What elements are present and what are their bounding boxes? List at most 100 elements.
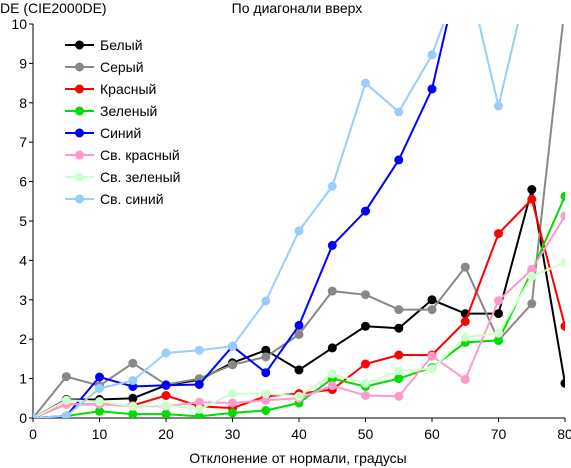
series-2-point	[460, 262, 470, 272]
series-6-point	[494, 296, 503, 306]
series-7-point	[294, 391, 304, 401]
series-5-point	[361, 206, 370, 216]
legend-marker	[75, 128, 84, 138]
y-tick-label: 8	[19, 95, 27, 111]
series-2-point	[61, 372, 71, 382]
series-2-point	[427, 305, 437, 315]
y-tick-label: 5	[19, 213, 27, 229]
series-7-point	[194, 404, 204, 414]
series-3-point	[460, 317, 470, 326]
legend-label: Св. зеленый	[100, 169, 180, 185]
series-5-point	[327, 240, 337, 250]
legend-label: Синий	[100, 125, 141, 141]
legend-item: Св. зеленый	[65, 169, 180, 185]
legend-item: Зеленый	[65, 103, 157, 119]
series-8-point	[327, 181, 337, 191]
series-5-point	[194, 380, 204, 389]
x-tick-label: 30	[225, 426, 241, 442]
series-8-point	[494, 101, 503, 111]
series-1-point	[560, 378, 565, 388]
series-2-point	[294, 330, 304, 339]
series-5-point	[427, 84, 437, 94]
series-8-point	[33, 413, 38, 418]
legend-label: Зеленый	[100, 103, 157, 119]
series-1-line	[33, 188, 565, 418]
series-5-point	[161, 380, 171, 390]
chart-title: По диагонали вверх	[232, 0, 363, 16]
series-7-point	[95, 397, 104, 406]
series-7-point	[128, 401, 138, 411]
x-tick-label: 80	[557, 426, 571, 442]
series-6-point	[394, 391, 404, 401]
series-4-point	[560, 191, 565, 201]
series-4-point	[261, 406, 271, 415]
series-3-point	[527, 194, 537, 204]
series-2-point	[394, 305, 404, 315]
series-3-point	[494, 229, 503, 239]
series-8-point	[394, 107, 404, 117]
series-7-point	[261, 389, 271, 399]
series-4-point	[128, 409, 138, 418]
series-7-point	[527, 271, 537, 281]
series-8-point	[128, 376, 138, 386]
series-4-point	[161, 409, 171, 418]
x-tick-label: 50	[358, 426, 374, 442]
series-7-point	[494, 328, 503, 338]
series-2-point	[228, 360, 237, 370]
y-tick-label: 10	[11, 16, 27, 32]
series-3-point	[361, 359, 370, 369]
y-tick-label: 1	[19, 371, 27, 387]
legend-label: Красный	[100, 81, 156, 97]
y-tick-label: 4	[19, 252, 27, 268]
legend-marker	[75, 150, 84, 160]
series-5-point	[95, 372, 104, 382]
series-8-point	[95, 383, 104, 393]
series-2-point	[261, 352, 271, 362]
legend-marker	[75, 194, 84, 204]
series-4-point	[228, 408, 237, 418]
series-7	[33, 257, 565, 418]
legend-item: Красный	[65, 81, 156, 97]
series-6-point	[327, 381, 337, 391]
series-7-point	[327, 369, 337, 379]
series-7-point	[361, 378, 370, 388]
series-7-point	[394, 366, 404, 376]
series-1-point	[394, 323, 404, 333]
y-tick-label: 7	[19, 134, 27, 150]
series-7-point	[427, 364, 437, 374]
series-7-point	[228, 389, 237, 399]
series-8-point	[61, 411, 71, 418]
x-tick-label: 60	[424, 426, 440, 442]
legend-item: Белый	[65, 37, 143, 53]
series-2-point	[361, 290, 370, 300]
series-8-point	[228, 341, 237, 351]
series-8-point	[294, 226, 304, 236]
series-3-point	[161, 391, 171, 400]
legend-item: Синий	[65, 125, 141, 141]
legend-label: Серый	[100, 59, 144, 75]
legend-marker	[75, 40, 84, 50]
series-8-point	[194, 345, 204, 355]
series-1-point	[294, 365, 304, 375]
series-5-point	[261, 368, 271, 378]
legend-marker	[75, 62, 84, 72]
y-tick-label: 9	[19, 55, 27, 71]
series-7-point	[560, 257, 565, 267]
series-8-point	[427, 50, 437, 60]
legend-marker	[75, 172, 84, 182]
axes: 0 1 2 3 4 5 6 7 8 9 10 0 10 20 30 40 50 60 70 80	[11, 16, 571, 442]
series-5-line	[33, 24, 449, 418]
series-5-point	[394, 155, 404, 165]
x-tick-label: 0	[29, 426, 37, 442]
series-6-line	[33, 215, 565, 418]
series-5	[33, 24, 449, 418]
series-layer	[33, 24, 565, 418]
series-6-point	[460, 374, 470, 384]
series-7-point	[161, 400, 171, 410]
x-tick-label: 40	[291, 426, 307, 442]
x-axis-label: Отклонение от нормали, градусы	[189, 450, 406, 466]
series-8-point	[261, 296, 271, 306]
series-3-point	[560, 321, 565, 331]
x-tick-label: 70	[491, 426, 507, 442]
